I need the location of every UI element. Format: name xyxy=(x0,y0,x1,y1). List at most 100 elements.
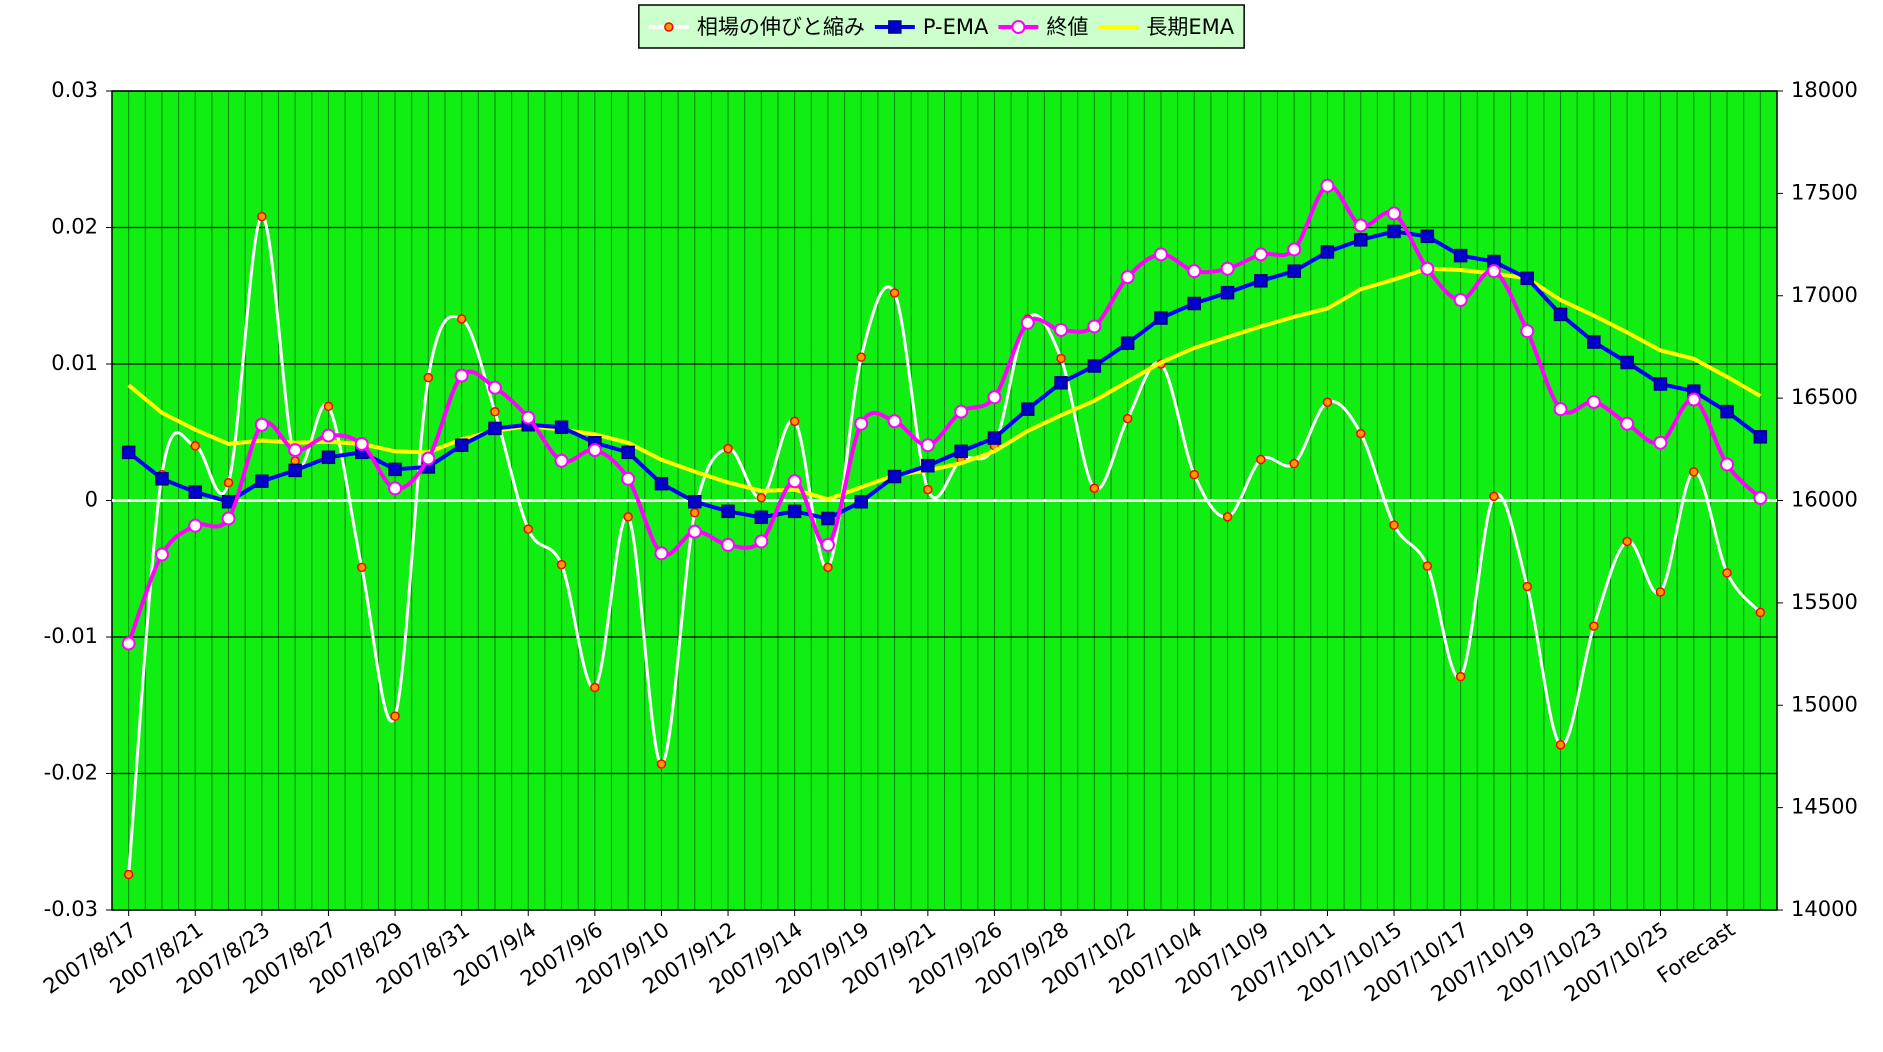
series-marker xyxy=(1154,311,1168,325)
series-marker xyxy=(1520,271,1534,286)
y-tick-label: 0 xyxy=(85,488,98,512)
legend-box xyxy=(638,4,1245,49)
series-marker xyxy=(787,504,802,519)
series-marker xyxy=(723,443,733,454)
series-marker xyxy=(1520,324,1535,339)
series-marker xyxy=(1720,404,1734,419)
series-marker xyxy=(687,524,702,539)
series-marker xyxy=(1021,402,1035,416)
series-marker xyxy=(321,428,336,443)
y2-tick-label: 15000 xyxy=(1791,692,1858,716)
series-marker xyxy=(1222,512,1233,522)
grid xyxy=(112,90,1777,911)
series-marker xyxy=(1187,296,1201,311)
series-line xyxy=(127,215,1762,875)
series-marker xyxy=(889,288,900,298)
series-marker xyxy=(754,510,769,525)
series-marker xyxy=(1655,587,1666,597)
series-marker xyxy=(390,711,400,721)
y-tick-label: -0.01 xyxy=(44,624,98,648)
series-marker xyxy=(1555,740,1566,750)
series-marker xyxy=(590,682,600,693)
series-marker xyxy=(756,493,767,503)
series-marker xyxy=(954,444,968,459)
series-marker xyxy=(1589,621,1599,631)
series-marker xyxy=(421,451,436,466)
series-marker xyxy=(188,518,203,533)
series-marker xyxy=(190,441,200,451)
series-marker xyxy=(454,438,469,452)
series-marker xyxy=(1753,491,1768,506)
series-marker xyxy=(754,534,769,549)
series-marker xyxy=(887,469,902,484)
series-marker xyxy=(155,472,169,486)
series-marker xyxy=(1453,293,1468,308)
y2-tick-label: 16000 xyxy=(1791,488,1858,512)
series-marker xyxy=(1322,397,1333,407)
series-marker xyxy=(787,474,802,489)
y2-tick-label: 17500 xyxy=(1791,180,1858,204)
series-marker xyxy=(1620,355,1634,370)
series-marker xyxy=(1486,264,1501,279)
series-marker xyxy=(1120,270,1135,285)
legend-marker xyxy=(1011,20,1026,34)
series-marker xyxy=(1287,264,1301,278)
series-marker xyxy=(223,478,234,488)
series-marker xyxy=(856,352,866,362)
series-marker xyxy=(820,537,835,552)
series-marker xyxy=(1755,607,1766,618)
series-marker xyxy=(323,401,334,412)
series-marker xyxy=(1320,178,1335,193)
series-marker xyxy=(821,511,835,526)
series-marker xyxy=(121,636,136,651)
series-marker xyxy=(523,524,533,534)
series-marker xyxy=(987,431,1002,445)
series-marker xyxy=(1356,428,1366,439)
series-marker xyxy=(1653,377,1668,391)
legend-marker xyxy=(888,20,902,34)
series-marker xyxy=(1187,264,1202,279)
series-marker xyxy=(521,410,536,425)
series-marker xyxy=(1387,224,1401,239)
series-marker xyxy=(487,380,502,395)
series-marker xyxy=(623,512,633,522)
series-marker xyxy=(1686,392,1701,407)
series-marker xyxy=(656,759,667,769)
series-marker xyxy=(1056,353,1066,364)
series-marker xyxy=(321,450,336,465)
series-marker xyxy=(388,481,403,496)
series-marker xyxy=(1689,467,1699,477)
series-marker xyxy=(254,417,269,432)
series-marker xyxy=(154,547,169,562)
legend-label: 相場の伸びと縮み xyxy=(697,15,865,39)
series-marker xyxy=(954,404,969,419)
series-marker xyxy=(920,438,935,453)
series-marker xyxy=(1020,315,1035,330)
series-marker xyxy=(921,458,935,473)
legend-label: 長期EMA xyxy=(1146,15,1234,39)
series-marker xyxy=(1153,247,1168,262)
y2-tick-label: 18000 xyxy=(1791,78,1858,102)
series-marker xyxy=(288,463,302,478)
series-marker xyxy=(1753,430,1768,444)
series-marker xyxy=(454,368,469,383)
series-marker xyxy=(789,416,800,427)
series-marker xyxy=(1653,435,1668,450)
series-marker xyxy=(1122,413,1133,424)
series-marker xyxy=(1620,416,1635,431)
legend-marker xyxy=(664,22,674,32)
series-marker xyxy=(556,559,567,570)
series-marker xyxy=(1489,491,1499,502)
series-marker xyxy=(123,869,134,880)
series-marker xyxy=(388,462,402,477)
series-marker xyxy=(1354,233,1368,247)
series-marker xyxy=(1587,335,1601,349)
series-marker xyxy=(887,414,902,429)
series-marker xyxy=(423,372,434,383)
series-marker xyxy=(1289,458,1299,469)
series-marker xyxy=(1054,376,1068,390)
series-group xyxy=(121,178,1768,880)
series-marker xyxy=(1287,242,1302,257)
series-marker xyxy=(554,453,569,468)
